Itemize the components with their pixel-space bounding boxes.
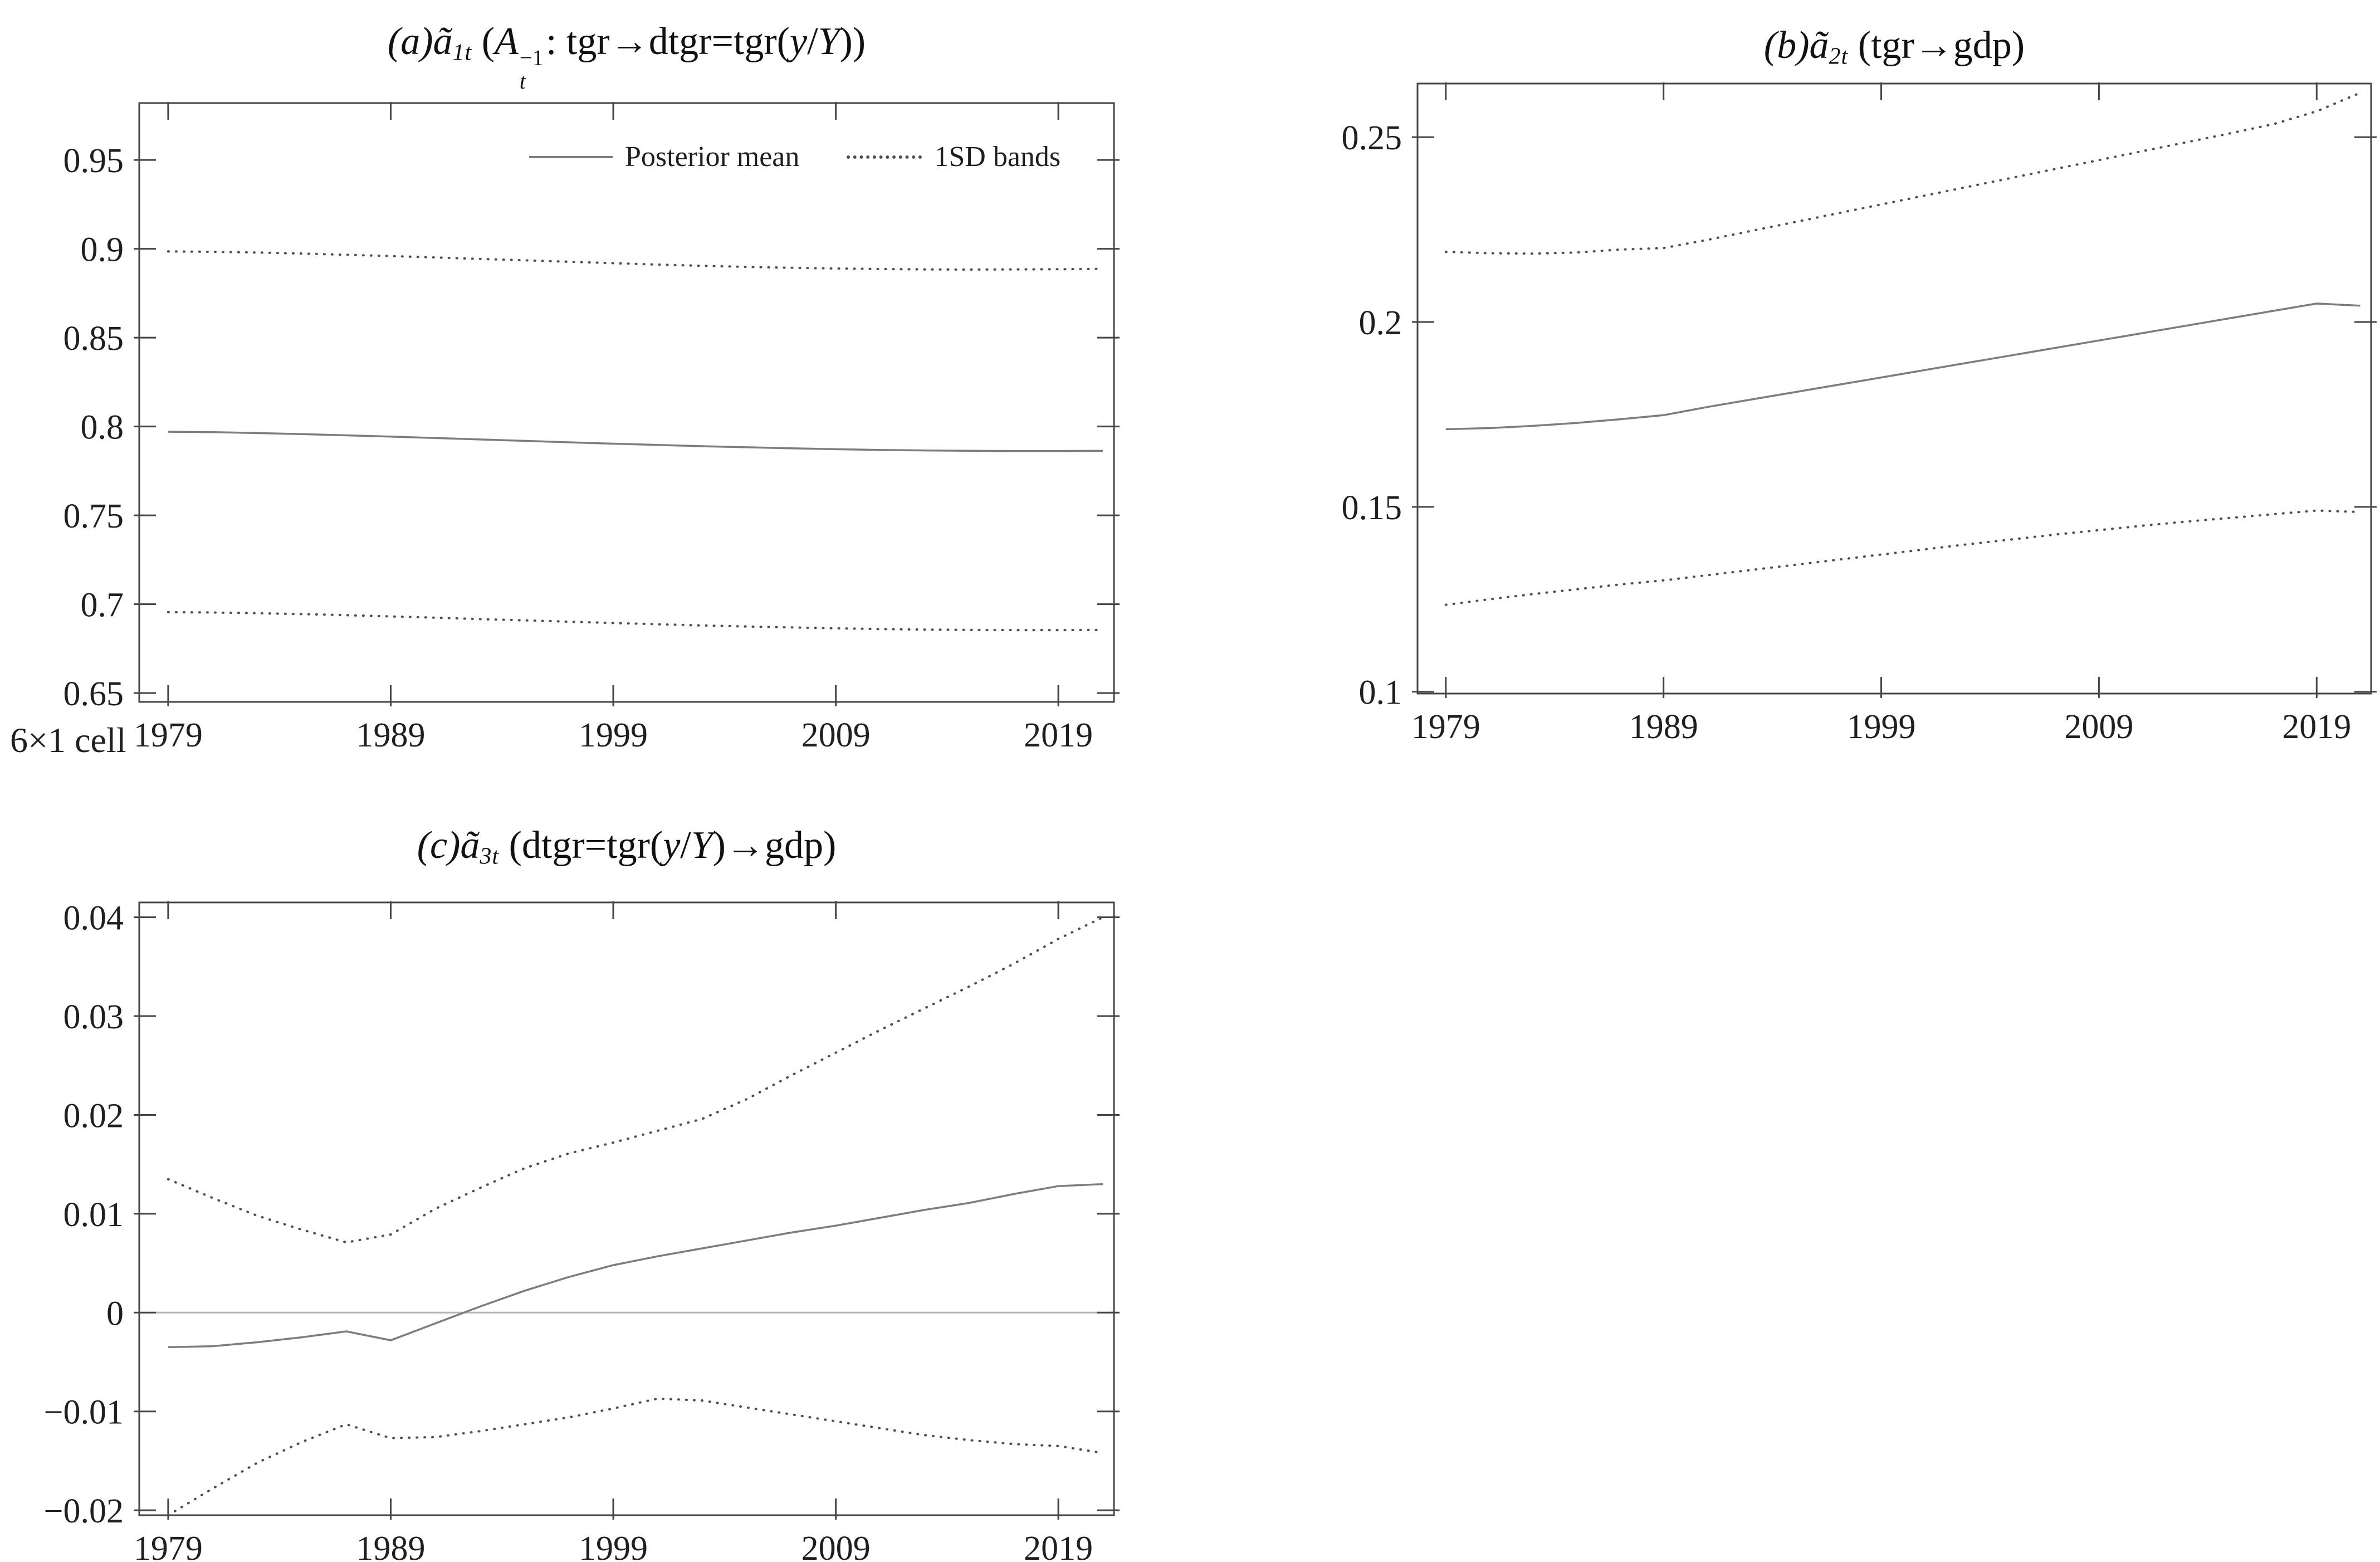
plot-box xyxy=(138,102,1115,703)
series-1sd-upper-band xyxy=(167,250,1105,271)
x-tick-label: 1979 xyxy=(134,1530,203,1562)
panel-a-title: (a)ã1t (A −1 t: tgr→dtgr=tgr(y/Y)) xyxy=(387,20,866,94)
y-tick-label: 0.01 xyxy=(63,1196,124,1234)
y-tick-label: 0.9 xyxy=(81,231,124,269)
y-tick-label: 0.8 xyxy=(81,409,124,447)
panel-b-title: (b)ã2t (tgr→gdp) xyxy=(1763,24,2025,70)
y-tick-label: −0.01 xyxy=(44,1394,124,1432)
legend: Posterior mean 1SD bands xyxy=(529,140,1061,173)
x-tick-label: 2009 xyxy=(2064,708,2133,746)
y-tick-label: −0.02 xyxy=(44,1492,124,1530)
x-tick-label: 1999 xyxy=(579,716,648,754)
y-tick-label: 0.75 xyxy=(63,497,124,535)
series-posterior-mean xyxy=(1445,302,2361,431)
y-tick-label: 0 xyxy=(106,1295,124,1332)
y-tick-label: 0.03 xyxy=(63,998,124,1036)
dotted-line-sample-icon xyxy=(847,155,922,159)
series-posterior-mean xyxy=(168,1183,1103,1349)
series-1sd-lower-band xyxy=(1444,509,2362,606)
x-tick-label: 2009 xyxy=(802,716,871,754)
x-tick-label: 2019 xyxy=(2282,708,2351,746)
solid-line-sample-icon xyxy=(529,155,613,158)
panel-c-title: (c)ã3t (dtgr=tgr(y/Y)→gdp) xyxy=(417,824,837,870)
panel-c-axes: 1979 1989 1999 2009 2019 0.04 0.03 0.02 0.01 0 −0.… xyxy=(44,900,1120,1562)
y-tick-label: 0.04 xyxy=(63,900,124,938)
x-tick-label: 1979 xyxy=(134,716,203,754)
y-tick-label: 0.02 xyxy=(63,1097,124,1135)
legend-label-posterior-mean: Posterior mean xyxy=(625,141,800,173)
y-tick-label: 0.95 xyxy=(63,142,124,180)
x-tick-label: 2019 xyxy=(1024,1530,1093,1562)
panel-b-axes: 1979 1989 1999 2009 2019 0.25 0.2 0.15 0.1 xyxy=(1342,82,2377,746)
legend-item-posterior-mean: Posterior mean xyxy=(529,140,799,173)
legend-label-1sd-bands: 1SD bands xyxy=(934,141,1061,173)
series-1sd-upper-band xyxy=(1444,91,2362,255)
legend-item-1sd-bands: 1SD bands xyxy=(847,140,1061,173)
x-tick-label: 2019 xyxy=(1024,716,1093,754)
x-tick-label: 1989 xyxy=(356,716,426,754)
y-tick-label: 0.1 xyxy=(1359,674,1402,712)
y-tick-label: 0.85 xyxy=(63,320,124,358)
matlab-cell-tooltip-text: 6×1 cell xyxy=(10,720,126,760)
y-tick-label: 0.7 xyxy=(81,587,124,624)
y-tick-label: 0.25 xyxy=(1342,119,1402,157)
x-tick-label: 1989 xyxy=(1629,708,1698,746)
y-tick-label: 0.2 xyxy=(1359,304,1402,342)
series-posterior-mean xyxy=(168,431,1103,452)
plot-box xyxy=(138,901,1115,1516)
x-tick-label: 1979 xyxy=(1411,708,1480,746)
series-1sd-lower-band xyxy=(167,611,1105,632)
y-tick-label: 0.15 xyxy=(1342,489,1402,527)
series-1sd-lower-band xyxy=(167,1397,1105,1517)
x-tick-label: 1999 xyxy=(1847,708,1916,746)
y-tick-label: 0.65 xyxy=(63,675,124,713)
x-tick-label: 2009 xyxy=(802,1530,871,1562)
plot-box xyxy=(1416,82,2372,695)
panel-a-axes: 1979 1989 1999 2009 2019 0.95 0.9 0.85 0.8 0.75 0.… xyxy=(63,102,1120,754)
x-tick-label: 1989 xyxy=(356,1530,426,1562)
x-tick-label: 1999 xyxy=(579,1530,648,1562)
series-1sd-upper-band xyxy=(167,916,1105,1244)
